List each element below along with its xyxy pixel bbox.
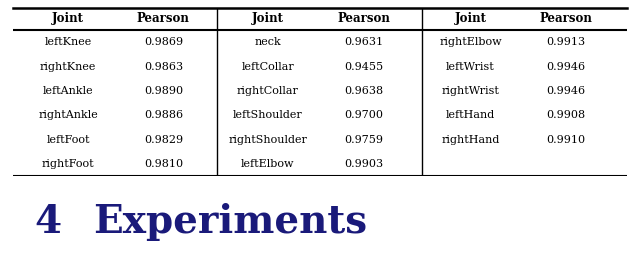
Text: rightShoulder: rightShoulder — [228, 135, 307, 145]
Text: 4: 4 — [35, 203, 61, 241]
Text: 0.9869: 0.9869 — [144, 37, 183, 47]
Text: Joint: Joint — [454, 12, 486, 25]
Text: 0.9890: 0.9890 — [144, 86, 183, 96]
Text: rightWrist: rightWrist — [442, 86, 499, 96]
Text: 0.9810: 0.9810 — [144, 159, 183, 169]
Text: rightHand: rightHand — [442, 135, 500, 145]
Text: leftFoot: leftFoot — [46, 135, 90, 145]
Text: leftAnkle: leftAnkle — [43, 86, 93, 96]
Text: 0.9759: 0.9759 — [345, 135, 384, 145]
Text: rightCollar: rightCollar — [237, 86, 299, 96]
Text: Pearson: Pearson — [338, 12, 390, 25]
Text: leftWrist: leftWrist — [446, 62, 495, 72]
Text: 0.9886: 0.9886 — [144, 110, 183, 120]
Text: 0.9455: 0.9455 — [345, 62, 384, 72]
Text: 0.9863: 0.9863 — [144, 62, 183, 72]
Text: 0.9638: 0.9638 — [345, 86, 384, 96]
Text: Pearson: Pearson — [540, 12, 592, 25]
Text: leftKnee: leftKnee — [44, 37, 92, 47]
Text: 0.9913: 0.9913 — [546, 37, 586, 47]
Text: leftCollar: leftCollar — [241, 62, 294, 72]
Text: neck: neck — [255, 37, 281, 47]
Text: rightElbow: rightElbow — [439, 37, 502, 47]
Text: 0.9946: 0.9946 — [546, 62, 586, 72]
Text: rightFoot: rightFoot — [42, 159, 95, 169]
Text: 0.9903: 0.9903 — [345, 159, 384, 169]
Text: leftHand: leftHand — [446, 110, 495, 120]
Text: 0.9910: 0.9910 — [546, 135, 586, 145]
Text: 0.9908: 0.9908 — [546, 110, 586, 120]
Text: 0.9946: 0.9946 — [546, 86, 586, 96]
Text: leftShoulder: leftShoulder — [233, 110, 303, 120]
Text: Pearson: Pearson — [137, 12, 190, 25]
Text: rightAnkle: rightAnkle — [38, 110, 98, 120]
Text: Joint: Joint — [52, 12, 84, 25]
Text: Joint: Joint — [252, 12, 284, 25]
Text: Experiments: Experiments — [93, 203, 367, 241]
Text: 0.9700: 0.9700 — [345, 110, 384, 120]
Text: leftElbow: leftElbow — [241, 159, 294, 169]
Text: 0.9829: 0.9829 — [144, 135, 183, 145]
Text: 0.9631: 0.9631 — [345, 37, 384, 47]
Text: rightKnee: rightKnee — [40, 62, 96, 72]
